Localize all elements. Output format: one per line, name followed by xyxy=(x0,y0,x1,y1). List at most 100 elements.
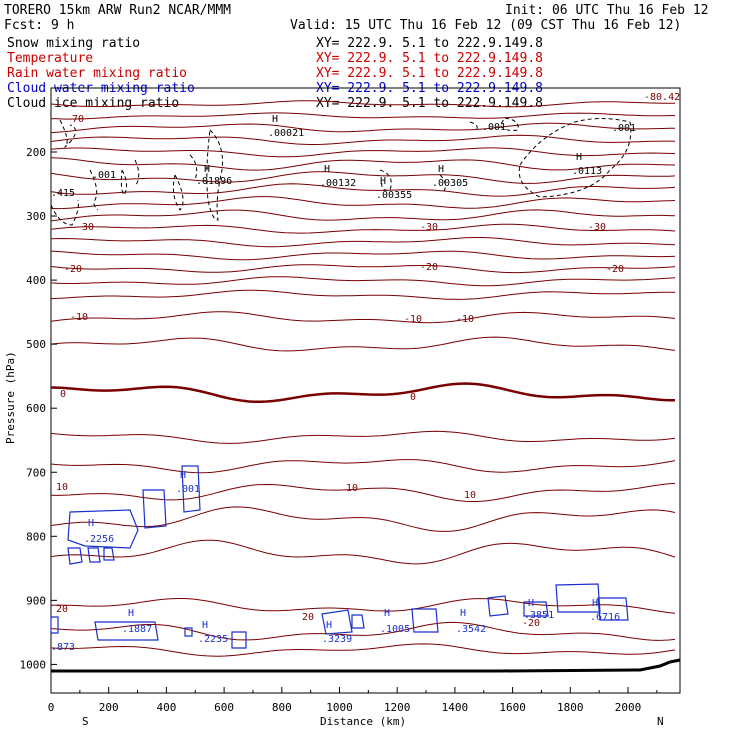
y-tick-label: 400 xyxy=(26,274,46,287)
cloud-ice-contour xyxy=(172,174,184,211)
cloud-ice-max-label: .001 xyxy=(612,123,636,134)
y-tick-label: 600 xyxy=(26,402,46,415)
temperature-contour xyxy=(50,112,676,120)
cloud-water-contour xyxy=(231,631,247,649)
cloud-water-h-marker: H xyxy=(592,598,598,609)
cloud-water-contour xyxy=(555,583,601,613)
legend-xy: XY= 222.9. 5.1 to 222.9.149.8 xyxy=(316,96,543,111)
cloud-ice-contour xyxy=(439,174,446,193)
terrain-line xyxy=(51,658,681,673)
x-tick-label: 1200 xyxy=(384,701,411,714)
y-tick-label: 700 xyxy=(26,466,46,479)
cloud-ice-contour xyxy=(134,159,140,186)
legend-xy: XY= 222.9. 5.1 to 222.9.149.8 xyxy=(316,51,543,66)
temperature-contour xyxy=(50,506,676,532)
cloud-water-max-label: .1887 xyxy=(122,624,152,635)
cloud-water-contour xyxy=(94,621,159,641)
cloud-water-contour xyxy=(411,608,439,633)
x-tick-label: 1600 xyxy=(499,701,526,714)
cloud-water-contour xyxy=(597,597,629,621)
temperature-label: -30 xyxy=(588,222,606,233)
temperature-label: 10 xyxy=(346,483,358,494)
cloud-ice-max-label: .001 xyxy=(482,122,506,133)
x-tick-label: 200 xyxy=(99,701,119,714)
cloud-water-h-marker: H xyxy=(88,518,94,529)
model-title: TORERO 15km ARW Run2 NCAR/MMM xyxy=(4,3,231,18)
cloud-ice-contour xyxy=(469,121,478,131)
cloud-ice-h-marker: H xyxy=(272,114,278,125)
cloud-water-contour xyxy=(523,601,549,617)
temperature-label: -10 xyxy=(456,314,474,325)
x-tick-label: 600 xyxy=(214,701,234,714)
cloud-water-contour xyxy=(321,609,353,635)
temperature-label: 10 xyxy=(56,482,68,493)
temperature-contour xyxy=(50,183,676,197)
cloud-ice-max-label: .00355 xyxy=(376,190,412,201)
temperature-label: -10 xyxy=(70,312,88,323)
temperature-label: -20 xyxy=(64,264,82,275)
y-tick-label: 300 xyxy=(26,210,46,223)
cloud-ice-contours xyxy=(50,117,632,226)
cloud-ice-contour xyxy=(50,199,79,226)
x-tick-label: 1400 xyxy=(442,701,469,714)
cloud-ice-max-label: .00021 xyxy=(268,128,304,139)
temperature-contour xyxy=(50,223,676,234)
x-tick-label: 800 xyxy=(272,701,292,714)
forecast-hour: Fcst: 9 h xyxy=(4,18,74,33)
cloud-water-max-label: .001 xyxy=(176,484,200,495)
legend-label: Temperature xyxy=(7,51,93,66)
legend-label: Rain water mixing ratio xyxy=(7,66,187,81)
cloud-ice-contour xyxy=(89,169,99,211)
x-tick-label: 400 xyxy=(156,701,176,714)
cloud-water-max-label: .2256 xyxy=(84,534,114,545)
cloud-water-max-label: .6716 xyxy=(590,612,620,623)
init-time: Init: 06 UTC Thu 16 Feb 12 xyxy=(505,3,709,18)
legend-label: Cloud ice mixing ratio xyxy=(7,96,179,111)
y-tick-label: 500 xyxy=(26,338,46,351)
temperature-contour xyxy=(50,134,676,145)
temperature-contours xyxy=(50,100,676,657)
cloud-ice-max-label: .0113 xyxy=(572,166,602,177)
cloud-water-contour xyxy=(50,616,59,634)
cloud-ice-max-label: .00305 xyxy=(432,178,468,189)
cloud-ice-contour xyxy=(206,129,223,221)
y-tick-label: 1000 xyxy=(20,658,47,671)
temperature-label: -30 xyxy=(76,222,94,233)
temperature-label: -20 xyxy=(606,264,624,275)
temperature-label: -30 xyxy=(420,222,438,233)
cloud-water-h-marker: H xyxy=(528,598,534,609)
y-tick-label: 200 xyxy=(26,146,46,159)
temperature-contour xyxy=(50,237,676,248)
cloud-water-max-label: .3239 xyxy=(322,634,352,645)
temperature-contour xyxy=(50,482,676,502)
temperature-label: 20 xyxy=(302,612,314,623)
cloud-water-max-label: .2235 xyxy=(198,634,228,645)
temperature-contour xyxy=(50,430,676,444)
temperature-contour xyxy=(50,264,676,274)
temperature-contour xyxy=(50,336,676,352)
cloud-water-contour xyxy=(67,509,139,549)
temperature-contour xyxy=(50,122,675,134)
temperature-contour xyxy=(50,250,676,261)
legend-xy: XY= 222.9. 5.1 to 222.9.149.8 xyxy=(316,66,543,81)
cloud-water-contours xyxy=(50,465,629,649)
plot-frame xyxy=(50,87,681,694)
cloud-water-h-marker: H xyxy=(180,470,186,481)
x-axis-left-end-label: S xyxy=(82,715,89,728)
temperature-contour xyxy=(50,539,676,565)
temperature-label: 0 xyxy=(60,389,66,400)
cloud-ice-h-marker: H xyxy=(380,176,386,187)
temperature-label: -70 xyxy=(66,114,84,125)
temperature-label: -80.42 xyxy=(644,92,680,103)
cloud-ice-contour xyxy=(518,118,632,198)
temperature-contour xyxy=(50,196,676,210)
x-axis-label: Distance (km) xyxy=(320,715,406,728)
legend-label: Snow mixing ratio xyxy=(7,36,140,51)
cloud-water-max-label: .3542 xyxy=(456,624,486,635)
cloud-water-contour xyxy=(87,547,101,563)
cloud-ice-h-marker: H xyxy=(324,164,330,175)
x-tick-label: 2000 xyxy=(615,701,642,714)
x-axis-right-end-label: N xyxy=(657,715,664,728)
axes: 0 200 400 600 800 1000 1200 1400 1600 1800 2000200… xyxy=(20,146,658,714)
temperature-contour xyxy=(50,147,676,158)
